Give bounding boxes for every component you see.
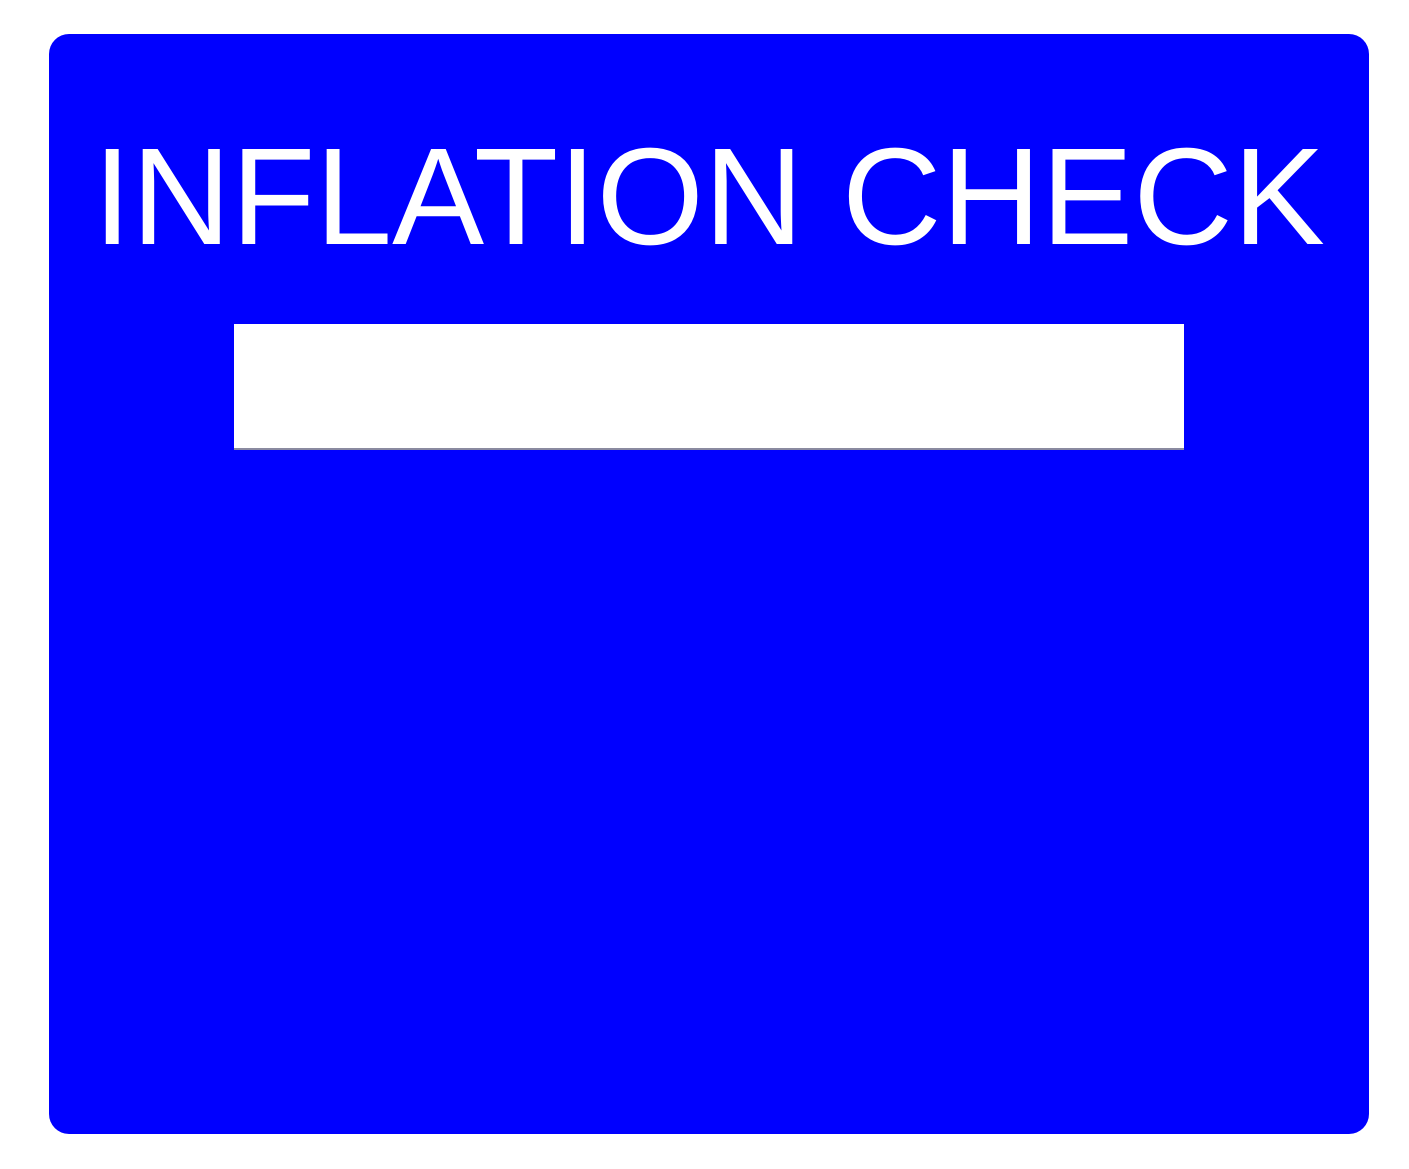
page-title: INFLATION CHECK [93,120,1325,274]
amount-input[interactable] [234,324,1184,450]
inflation-check-panel: INFLATION CHECK [49,34,1369,1134]
